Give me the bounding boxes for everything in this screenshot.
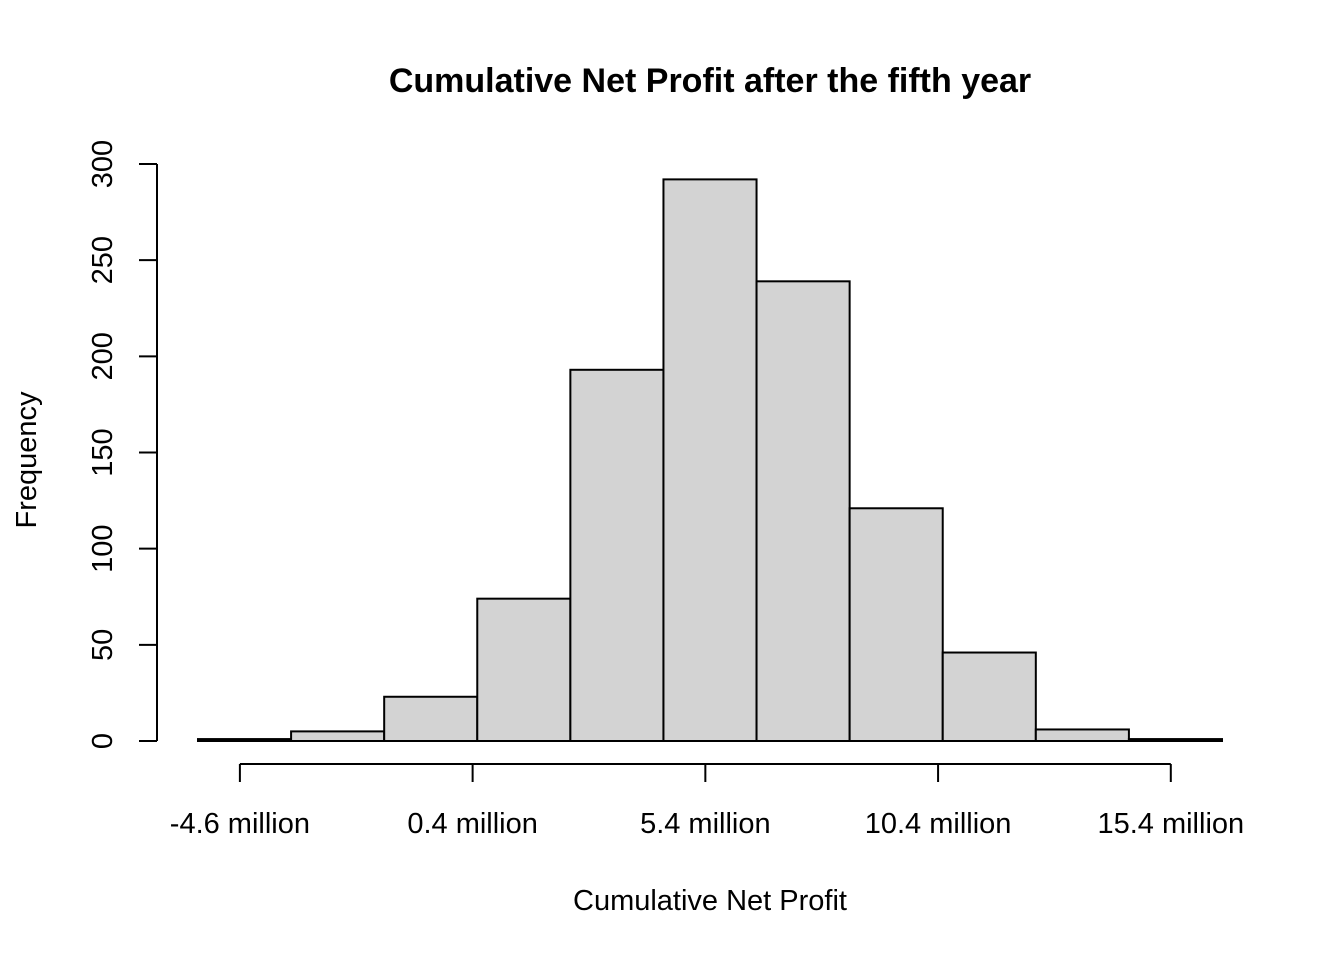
x-axis: -4.6 million 0.4 million 5.4 million 10.4 m… bbox=[170, 763, 1244, 840]
x-tick-label: 15.4 million bbox=[1097, 808, 1244, 840]
histogram-bar bbox=[290, 730, 386, 743]
y-tick-label: 100 bbox=[87, 524, 119, 572]
chart-title: Cumulative Net Profit after the fifth ye… bbox=[389, 62, 1031, 100]
x-axis-label: Cumulative Net Profit bbox=[573, 885, 847, 917]
x-tick-label: 10.4 million bbox=[865, 808, 1012, 840]
histogram-bar bbox=[383, 695, 479, 742]
histogram-bar bbox=[941, 651, 1037, 743]
histogram-bar bbox=[848, 507, 944, 742]
y-tick-label: 250 bbox=[87, 236, 119, 284]
x-tick-label: 5.4 million bbox=[640, 808, 771, 840]
histogram-bar bbox=[476, 597, 572, 742]
x-tick-label: 0.4 million bbox=[407, 808, 538, 840]
histogram-bar bbox=[1127, 738, 1223, 742]
y-axis: 0 50 100 150 200 250 300 bbox=[87, 140, 158, 749]
histogram-bar bbox=[569, 368, 665, 742]
histogram-bar bbox=[1034, 728, 1130, 743]
histogram-bar bbox=[197, 738, 293, 742]
y-tick-label: 0 bbox=[87, 733, 119, 749]
x-tick-label: -4.6 million bbox=[170, 808, 310, 840]
histogram-bar bbox=[755, 280, 851, 742]
y-tick-label: 200 bbox=[87, 332, 119, 380]
histogram-bar bbox=[662, 178, 758, 743]
y-tick-label: 300 bbox=[87, 140, 119, 188]
histogram-bars bbox=[197, 178, 1223, 743]
y-tick-label: 150 bbox=[87, 428, 119, 476]
y-axis-label: Frequency bbox=[11, 391, 43, 529]
y-tick-label: 50 bbox=[87, 629, 119, 661]
